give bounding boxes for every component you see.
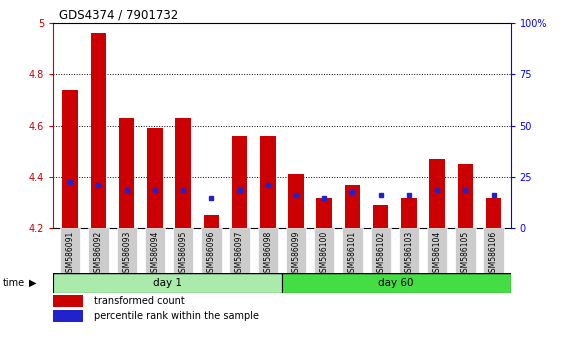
Text: GSM586105: GSM586105	[461, 230, 470, 277]
Text: GSM586091: GSM586091	[66, 230, 75, 277]
Text: GSM586106: GSM586106	[489, 230, 498, 277]
Text: GSM586098: GSM586098	[263, 230, 272, 277]
Text: day 1: day 1	[153, 278, 182, 288]
Bar	[53, 295, 84, 307]
FancyBboxPatch shape	[229, 228, 250, 273]
Bar	[373, 205, 388, 228]
Text: GSM586100: GSM586100	[320, 230, 329, 277]
FancyBboxPatch shape	[88, 228, 109, 273]
Text: GSM586094: GSM586094	[150, 230, 159, 277]
Bar	[316, 198, 332, 228]
Text: GSM586095: GSM586095	[178, 230, 187, 277]
Text: GSM586092: GSM586092	[94, 230, 103, 277]
Text: GSM586097: GSM586097	[235, 230, 244, 277]
Bar	[458, 164, 473, 228]
Text: GSM586104: GSM586104	[433, 230, 442, 277]
Text: time: time	[3, 278, 25, 288]
Bar	[401, 198, 417, 228]
FancyBboxPatch shape	[399, 228, 419, 273]
Text: GSM586099: GSM586099	[292, 230, 301, 277]
Bar	[344, 185, 360, 228]
FancyBboxPatch shape	[117, 228, 137, 273]
Bar	[282, 273, 511, 293]
Bar	[429, 159, 445, 228]
FancyBboxPatch shape	[145, 228, 165, 273]
FancyBboxPatch shape	[370, 228, 391, 273]
Text: GSM586096: GSM586096	[207, 230, 216, 277]
Bar	[119, 118, 135, 228]
FancyBboxPatch shape	[455, 228, 476, 273]
Text: day 60: day 60	[379, 278, 414, 288]
Bar	[53, 273, 282, 293]
Bar	[232, 136, 247, 228]
Text: GSM586093: GSM586093	[122, 230, 131, 277]
Bar	[204, 216, 219, 228]
FancyBboxPatch shape	[173, 228, 194, 273]
Bar	[260, 136, 275, 228]
Text: GSM586102: GSM586102	[376, 230, 385, 277]
Text: transformed count: transformed count	[94, 296, 184, 306]
Text: GSM586101: GSM586101	[348, 230, 357, 277]
FancyBboxPatch shape	[427, 228, 447, 273]
FancyBboxPatch shape	[286, 228, 306, 273]
Bar	[53, 310, 84, 322]
Bar	[91, 33, 106, 228]
Text: GDS4374 / 7901732: GDS4374 / 7901732	[59, 8, 178, 21]
Bar	[288, 175, 304, 228]
Bar	[62, 90, 78, 228]
Bar	[486, 198, 502, 228]
Bar	[147, 128, 163, 228]
Text: ▶: ▶	[29, 278, 36, 288]
FancyBboxPatch shape	[484, 228, 504, 273]
Text: percentile rank within the sample: percentile rank within the sample	[94, 311, 259, 321]
Text: GSM586103: GSM586103	[404, 230, 413, 277]
Bar	[176, 118, 191, 228]
FancyBboxPatch shape	[60, 228, 80, 273]
FancyBboxPatch shape	[201, 228, 222, 273]
FancyBboxPatch shape	[257, 228, 278, 273]
FancyBboxPatch shape	[342, 228, 362, 273]
FancyBboxPatch shape	[314, 228, 334, 273]
